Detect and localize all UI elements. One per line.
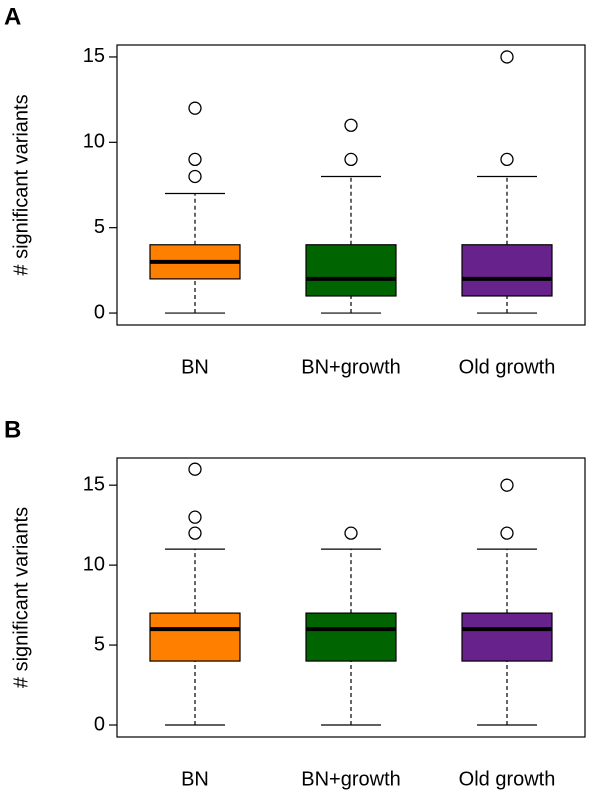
outlier <box>344 118 358 132</box>
y-tick-label: 5 <box>94 216 105 238</box>
y-tick-label: 15 <box>83 45 105 67</box>
outlier <box>500 526 514 540</box>
outlier <box>188 169 202 184</box>
plot-frame <box>116 44 586 326</box>
x-tick-label: BN <box>181 768 209 790</box>
box <box>305 612 397 662</box>
box <box>461 612 553 662</box>
outlier <box>500 50 514 64</box>
outlier <box>188 462 202 476</box>
box <box>461 244 553 297</box>
panel-label: A <box>4 3 21 30</box>
y-axis-label: # significant variants <box>10 507 32 688</box>
y-tick-label: 5 <box>94 633 105 655</box>
y-tick-label: 0 <box>94 713 105 735</box>
panel-label: B <box>4 416 21 443</box>
box <box>305 244 397 297</box>
x-tick-label: Old growth <box>459 768 556 790</box>
box <box>149 612 241 662</box>
outlier <box>500 478 514 492</box>
y-tick-label: 10 <box>83 131 105 153</box>
plot-frame <box>116 457 586 738</box>
y-tick-label: 15 <box>83 473 105 495</box>
outlier <box>188 526 202 540</box>
outlier <box>188 152 202 167</box>
outlier <box>344 526 358 540</box>
outlier <box>344 152 358 167</box>
x-tick-label: BN+growth <box>301 768 401 790</box>
outlier <box>188 510 202 524</box>
outlier <box>188 101 202 115</box>
x-tick-label: BN+growth <box>301 356 401 378</box>
x-tick-label: BN <box>181 356 209 378</box>
outlier <box>500 152 514 167</box>
y-tick-label: 0 <box>94 301 105 323</box>
y-axis-label: # significant variants <box>10 94 32 275</box>
x-tick-label: Old growth <box>459 356 556 378</box>
y-tick-label: 10 <box>83 553 105 575</box>
